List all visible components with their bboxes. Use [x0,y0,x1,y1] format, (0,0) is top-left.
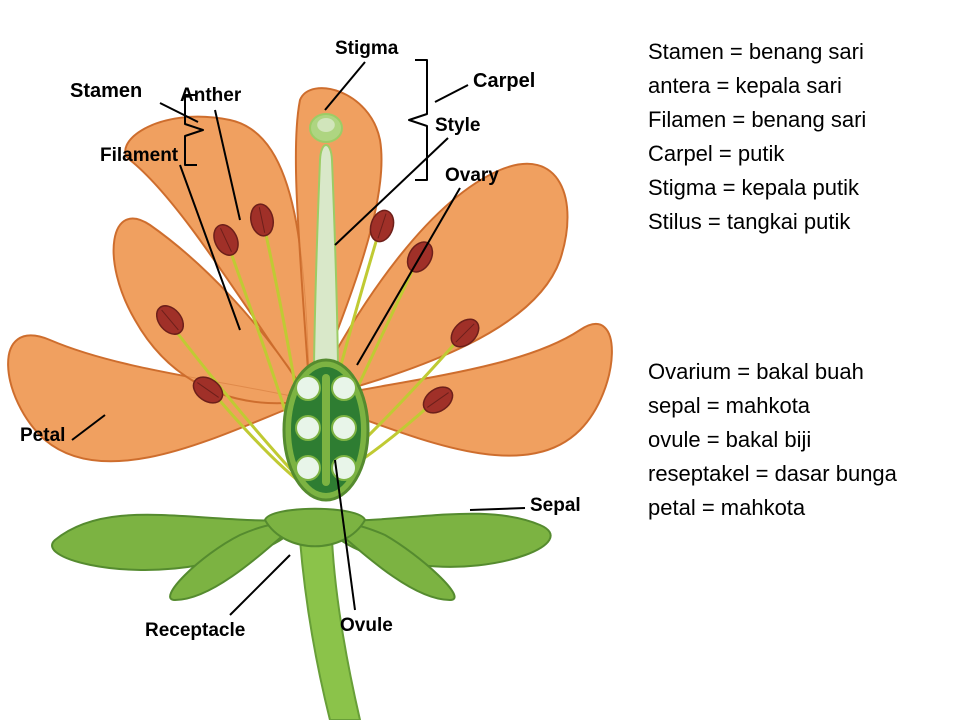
glossary-line: ovule = bakal biji [648,423,897,457]
label-petal: Petal [20,425,65,447]
glossary-line: Ovarium = bakal buah [648,355,897,389]
label-sepal: Sepal [530,495,581,517]
glossary-line: Stamen = benang sari [648,35,866,69]
label-stigma: Stigma [335,38,398,60]
label-filament: Filament [100,145,178,167]
label-carpel: Carpel [473,70,535,93]
glossary-line: petal = mahkota [648,491,897,525]
label-ovule: Ovule [340,615,393,637]
label-stamen: Stamen [70,80,142,103]
glossary-line: Carpel = putik [648,137,866,171]
glossary-line: sepal = mahkota [648,389,897,423]
glossary-line: reseptakel = dasar bunga [648,457,897,491]
glossary-line: antera = kepala sari [648,69,866,103]
glossary-bottom: Ovarium = bakal buahsepal = mahkotaovule… [648,355,897,525]
label-style: Style [435,115,480,137]
glossary-line: Filamen = benang sari [648,103,866,137]
glossary-line: Stilus = tangkai putik [648,205,866,239]
glossary-top: Stamen = benang sariantera = kepala sari… [648,35,866,240]
flower-diagram: { "canvas": { "w": 960, "h": 720, "bg": … [0,0,960,720]
label-anther: Anther [180,85,241,107]
label-receptacle: Receptacle [145,620,245,642]
label-ovary: Ovary [445,165,499,187]
glossary-line: Stigma = kepala putik [648,171,866,205]
